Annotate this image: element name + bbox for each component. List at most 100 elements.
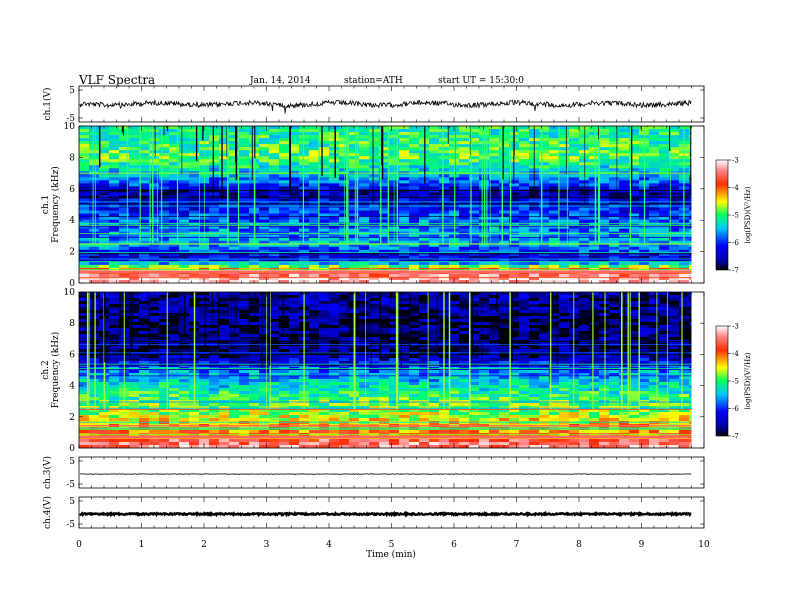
s2-cell — [509, 355, 519, 359]
s2-cell — [459, 295, 469, 299]
s1-cell — [309, 186, 319, 190]
s1-cell — [609, 129, 619, 133]
s1-cell — [299, 198, 309, 202]
s1-cell — [339, 162, 349, 166]
ch1-ytick-label: -5 — [66, 114, 75, 124]
s2-cell — [139, 334, 149, 338]
s2-cell — [109, 322, 119, 326]
s2-cell — [419, 298, 429, 302]
s1-cell — [279, 216, 289, 220]
s2-cell — [379, 355, 389, 359]
s2-cell — [359, 331, 369, 335]
s1-cell — [109, 201, 119, 205]
s1-cell — [319, 144, 329, 148]
s1-cell — [659, 273, 669, 278]
s2-cell — [519, 325, 529, 329]
s1-cell — [659, 249, 669, 254]
s2-cell — [609, 328, 619, 332]
s2-cell — [359, 352, 369, 356]
s1-cell — [99, 156, 109, 160]
s1-cell — [159, 189, 169, 193]
s1-cell — [309, 240, 319, 245]
s1-cell — [219, 243, 229, 248]
s1-cell — [199, 147, 209, 151]
s2-cell — [269, 301, 279, 305]
s1-cell — [509, 240, 519, 245]
s1-cell — [359, 261, 369, 266]
s1-cell — [189, 279, 199, 284]
s2-cell — [209, 358, 219, 362]
s1-cell — [279, 219, 289, 223]
s2-cell — [209, 292, 219, 296]
s1-cell — [329, 228, 339, 232]
s1-cell — [689, 258, 692, 263]
s2-cell — [139, 307, 149, 311]
s1-cell — [369, 135, 379, 139]
s1-cell — [429, 129, 439, 133]
s1-cell — [629, 165, 639, 169]
s1-cell — [389, 252, 399, 257]
s1-cell — [569, 153, 579, 157]
s1-cell — [459, 222, 469, 226]
s2-cell — [389, 331, 399, 335]
s1-cell — [589, 174, 599, 178]
s1-cell — [419, 135, 429, 139]
s1-cell — [129, 180, 139, 184]
s1-cell — [449, 222, 459, 226]
s1-cell — [299, 261, 309, 266]
s2-cell — [599, 304, 609, 308]
s1-cell — [169, 201, 179, 205]
s2-cell — [589, 322, 599, 326]
s1-cell — [329, 141, 339, 145]
s1-cell — [129, 198, 139, 202]
s1-cell — [689, 234, 692, 239]
s1-cell — [579, 165, 589, 169]
s1-cell — [469, 165, 479, 169]
s1-cell — [159, 174, 169, 178]
s1-cell — [179, 138, 189, 142]
s1-cell — [409, 138, 419, 142]
s1-cell — [79, 207, 89, 211]
s1-cell — [509, 258, 519, 263]
s1-cell — [439, 216, 449, 220]
s1-cell — [639, 258, 649, 263]
s2-cell — [619, 298, 629, 302]
s1-cell — [369, 141, 379, 145]
s1-cell — [519, 243, 529, 248]
s2-cell — [469, 355, 479, 359]
s1-cell — [189, 150, 199, 154]
s1-cell — [339, 144, 349, 148]
s1-cell — [189, 249, 199, 254]
s1-cell — [109, 255, 119, 260]
s2-cell — [129, 310, 139, 314]
s1-cell — [419, 222, 429, 226]
s1-cell — [279, 180, 289, 184]
s1-cell — [469, 180, 479, 184]
s2-cell — [359, 319, 369, 323]
s2-cell — [139, 301, 149, 305]
s2-cell — [369, 319, 379, 323]
s1-cell — [599, 135, 609, 139]
s1-cell — [99, 252, 109, 257]
s2-cell — [319, 349, 329, 353]
s1-cell — [159, 234, 169, 239]
s1-cell — [229, 189, 239, 193]
s1-cell — [449, 207, 459, 211]
s1-cell — [349, 141, 359, 145]
s1-cell — [319, 180, 329, 184]
s1-cell — [379, 216, 389, 220]
s1-cell — [639, 279, 649, 284]
s2-cell — [669, 295, 679, 299]
s1-cell — [129, 192, 139, 196]
s1-cell — [409, 144, 419, 148]
s1-cell — [419, 252, 429, 257]
s2-cell — [219, 301, 229, 305]
s1-cell — [199, 273, 209, 278]
s1-cell — [139, 183, 149, 187]
s1-cell — [399, 186, 409, 190]
s2-cell — [529, 301, 539, 305]
s1-cell — [309, 201, 319, 205]
s1-cell — [499, 234, 509, 239]
s1-cell — [679, 264, 689, 269]
s1-cell — [119, 189, 129, 193]
